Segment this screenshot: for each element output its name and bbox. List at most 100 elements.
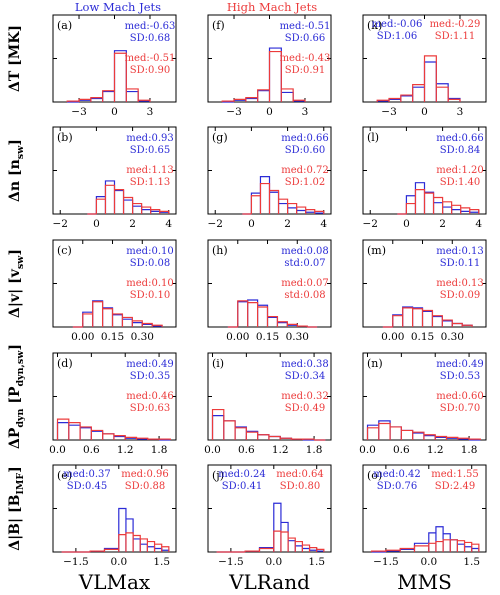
histogram-series-red bbox=[242, 182, 325, 215]
annotation-red: std:0.08 bbox=[284, 290, 325, 301]
annotation-red: med:0.10 bbox=[126, 278, 173, 289]
row-label-3-main: ΔP bbox=[7, 427, 23, 449]
histogram-series-blue bbox=[376, 61, 461, 102]
x-tick-label: 1.8 bbox=[151, 444, 168, 456]
panel-letter: (n) bbox=[367, 357, 383, 370]
row-label-1-end: ] bbox=[7, 139, 23, 146]
x-tick-label: 0 bbox=[248, 218, 255, 230]
annotation-red: SD:1.11 bbox=[435, 31, 476, 42]
row-label-3-sub2: dyn,sw bbox=[15, 350, 26, 387]
panel-letter: (e) bbox=[57, 469, 72, 482]
panel-letter: (a) bbox=[57, 19, 72, 32]
x-tick-label: 2 bbox=[129, 218, 136, 230]
x-tick-label: 2 bbox=[284, 218, 291, 230]
histogram-series-red bbox=[87, 184, 170, 215]
annotation-red: SD:0.90 bbox=[130, 65, 171, 76]
annotation-blue: med:0.42 bbox=[373, 469, 420, 480]
x-tick-label: 0.0 bbox=[265, 556, 282, 568]
row-label-4-main: Δ|B| [B bbox=[7, 494, 23, 550]
x-tick-label: 4 bbox=[165, 218, 172, 230]
annotation-blue: med:0.38 bbox=[281, 359, 328, 370]
x-tick-label: 0.6 bbox=[83, 444, 100, 456]
histogram-series-red bbox=[72, 301, 163, 328]
x-tick-label: 0.00 bbox=[71, 331, 94, 343]
row-label-4-end: ] bbox=[7, 466, 23, 473]
annotation-red: SD:0.91 bbox=[285, 65, 326, 76]
x-tick-label: −1.5 bbox=[373, 556, 399, 568]
panel-letter: (k) bbox=[367, 19, 382, 32]
annotation-red: med:0.46 bbox=[126, 391, 173, 402]
row-label-2-sub: sw bbox=[15, 255, 26, 269]
x-tick-label: −2 bbox=[207, 218, 222, 230]
annotation-blue: SD:1.06 bbox=[377, 31, 418, 42]
row-label-2-main: Δ|v| [v bbox=[7, 268, 23, 318]
column-footer-0: VLMax bbox=[78, 570, 151, 594]
x-tick-label: 1.2 bbox=[427, 444, 444, 456]
x-tick-label: 0 bbox=[403, 218, 410, 230]
x-tick-label: 1.2 bbox=[272, 444, 289, 456]
histogram-series-red bbox=[370, 539, 480, 552]
x-tick-label: 1.8 bbox=[461, 444, 478, 456]
annotation-red: med:-0.29 bbox=[430, 19, 481, 30]
row-label-4-sub: IMF bbox=[15, 473, 26, 495]
histogram-series-red bbox=[221, 50, 306, 102]
x-tick-label: −3 bbox=[381, 106, 396, 118]
x-tick-label: 0.0 bbox=[359, 444, 376, 456]
annotation-red: SD:0.80 bbox=[280, 481, 321, 492]
annotation-blue: med:0.93 bbox=[126, 133, 173, 144]
histogram-series-red bbox=[376, 55, 461, 102]
annotation-blue: SD:0.68 bbox=[130, 33, 171, 44]
annotation-blue: med:0.10 bbox=[126, 246, 173, 257]
panel-letter: (j) bbox=[212, 469, 224, 482]
row-label-4: Δ|B| [BIMF] bbox=[7, 466, 26, 551]
annotation-blue: SD:0.60 bbox=[285, 145, 326, 156]
x-tick-label: −1.5 bbox=[218, 556, 244, 568]
annotation-blue: SD:0.84 bbox=[440, 145, 481, 156]
annotation-blue: SD:0.11 bbox=[440, 258, 481, 269]
panel-letter: (i) bbox=[212, 357, 224, 370]
annotation-red: med:0.72 bbox=[281, 165, 328, 176]
annotation-red: SD:0.09 bbox=[440, 290, 481, 301]
annotation-red: med:0.07 bbox=[281, 278, 328, 289]
annotation-red: SD:0.88 bbox=[125, 481, 166, 492]
row-label-1-main: Δn [n bbox=[7, 159, 23, 202]
annotation-red: med:-0.43 bbox=[280, 53, 331, 64]
row-label-3-mid: [P bbox=[7, 386, 23, 408]
x-tick-label: 1.5 bbox=[153, 556, 170, 568]
x-tick-label: 0.30 bbox=[286, 331, 309, 343]
annotation-blue: med:0.24 bbox=[218, 469, 265, 480]
annotation-red: med:1.20 bbox=[436, 165, 483, 176]
row-label-1: Δn [nsw] bbox=[7, 139, 26, 202]
annotation-red: med:0.13 bbox=[436, 278, 483, 289]
x-tick-label: 0.6 bbox=[238, 444, 255, 456]
histogram-series-red bbox=[211, 408, 326, 441]
row-label-3-sub: dyn bbox=[15, 408, 26, 427]
panel-letter: (c) bbox=[57, 244, 72, 257]
annotation-blue: med:0.49 bbox=[436, 359, 483, 370]
x-tick-label: 3 bbox=[147, 106, 154, 118]
histogram-series-blue bbox=[61, 507, 170, 553]
annotation-blue: SD:0.41 bbox=[222, 481, 263, 492]
x-tick-label: 0.0 bbox=[110, 556, 127, 568]
panel-letter: (h) bbox=[212, 244, 228, 257]
row-label-3-end: ] bbox=[7, 344, 23, 351]
x-tick-label: −1.5 bbox=[63, 556, 89, 568]
annotation-red: med:-0.51 bbox=[125, 53, 176, 64]
annotation-red: SD:1.13 bbox=[130, 177, 171, 188]
annotation-blue: SD:0.76 bbox=[377, 481, 418, 492]
column-header-0: Low Mach Jets bbox=[75, 0, 161, 14]
x-tick-label: 0.0 bbox=[204, 444, 221, 456]
histogram-series-red bbox=[382, 307, 473, 328]
annotation-blue: std:0.07 bbox=[284, 258, 325, 269]
x-tick-label: −3 bbox=[226, 106, 241, 118]
panel-letter: (m) bbox=[367, 244, 386, 257]
x-tick-label: 0 bbox=[266, 106, 273, 118]
x-tick-label: 2 bbox=[439, 218, 446, 230]
x-tick-label: 0.30 bbox=[131, 331, 154, 343]
panel-letter: (d) bbox=[57, 357, 73, 370]
x-tick-label: 0.00 bbox=[226, 331, 249, 343]
annotation-blue: SD:0.66 bbox=[285, 33, 326, 44]
x-tick-label: 0.0 bbox=[420, 556, 437, 568]
annotation-blue: SD:0.65 bbox=[130, 145, 171, 156]
